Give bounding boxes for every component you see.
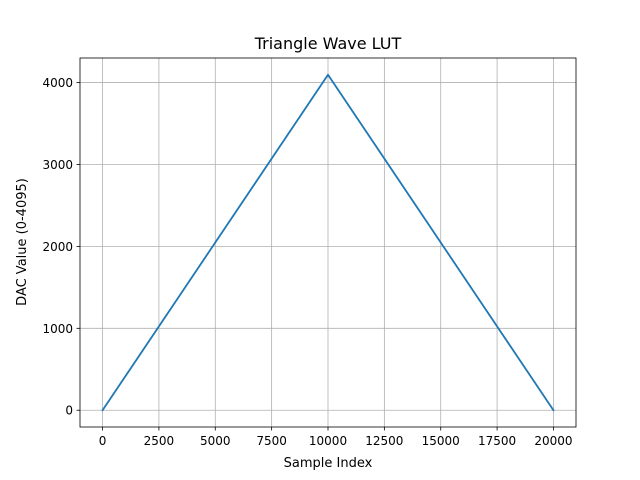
grid-lines bbox=[80, 58, 576, 427]
x-tick-label: 10000 bbox=[309, 434, 347, 448]
x-tick-label: 2500 bbox=[144, 434, 175, 448]
x-tick-label: 17500 bbox=[478, 434, 516, 448]
x-tick-label: 20000 bbox=[534, 434, 572, 448]
y-tick-label: 2000 bbox=[42, 240, 73, 254]
x-tick-label: 0 bbox=[99, 434, 107, 448]
series-line bbox=[101, 73, 555, 412]
y-tick-label: 0 bbox=[65, 404, 73, 418]
y-axis-ticks: 0 1000 2000 3000 4000 bbox=[42, 76, 80, 418]
y-tick-label: 1000 bbox=[42, 322, 73, 336]
x-tick-label: 7500 bbox=[256, 434, 287, 448]
chart-title: Triangle Wave LUT bbox=[254, 34, 402, 53]
x-axis-ticks: 0 2500 5000 7500 10000 12500 15000 17500 20000 bbox=[99, 427, 573, 448]
y-tick-label: 3000 bbox=[42, 158, 73, 172]
y-axis-label: DAC Value (0-4095) bbox=[15, 178, 30, 306]
series-layer bbox=[101, 73, 555, 412]
x-tick-label: 12500 bbox=[365, 434, 403, 448]
x-axis-label: Sample Index bbox=[284, 456, 373, 471]
x-tick-label: 15000 bbox=[422, 434, 460, 448]
y-tick-label: 4000 bbox=[42, 76, 73, 90]
x-tick-label: 5000 bbox=[200, 434, 231, 448]
